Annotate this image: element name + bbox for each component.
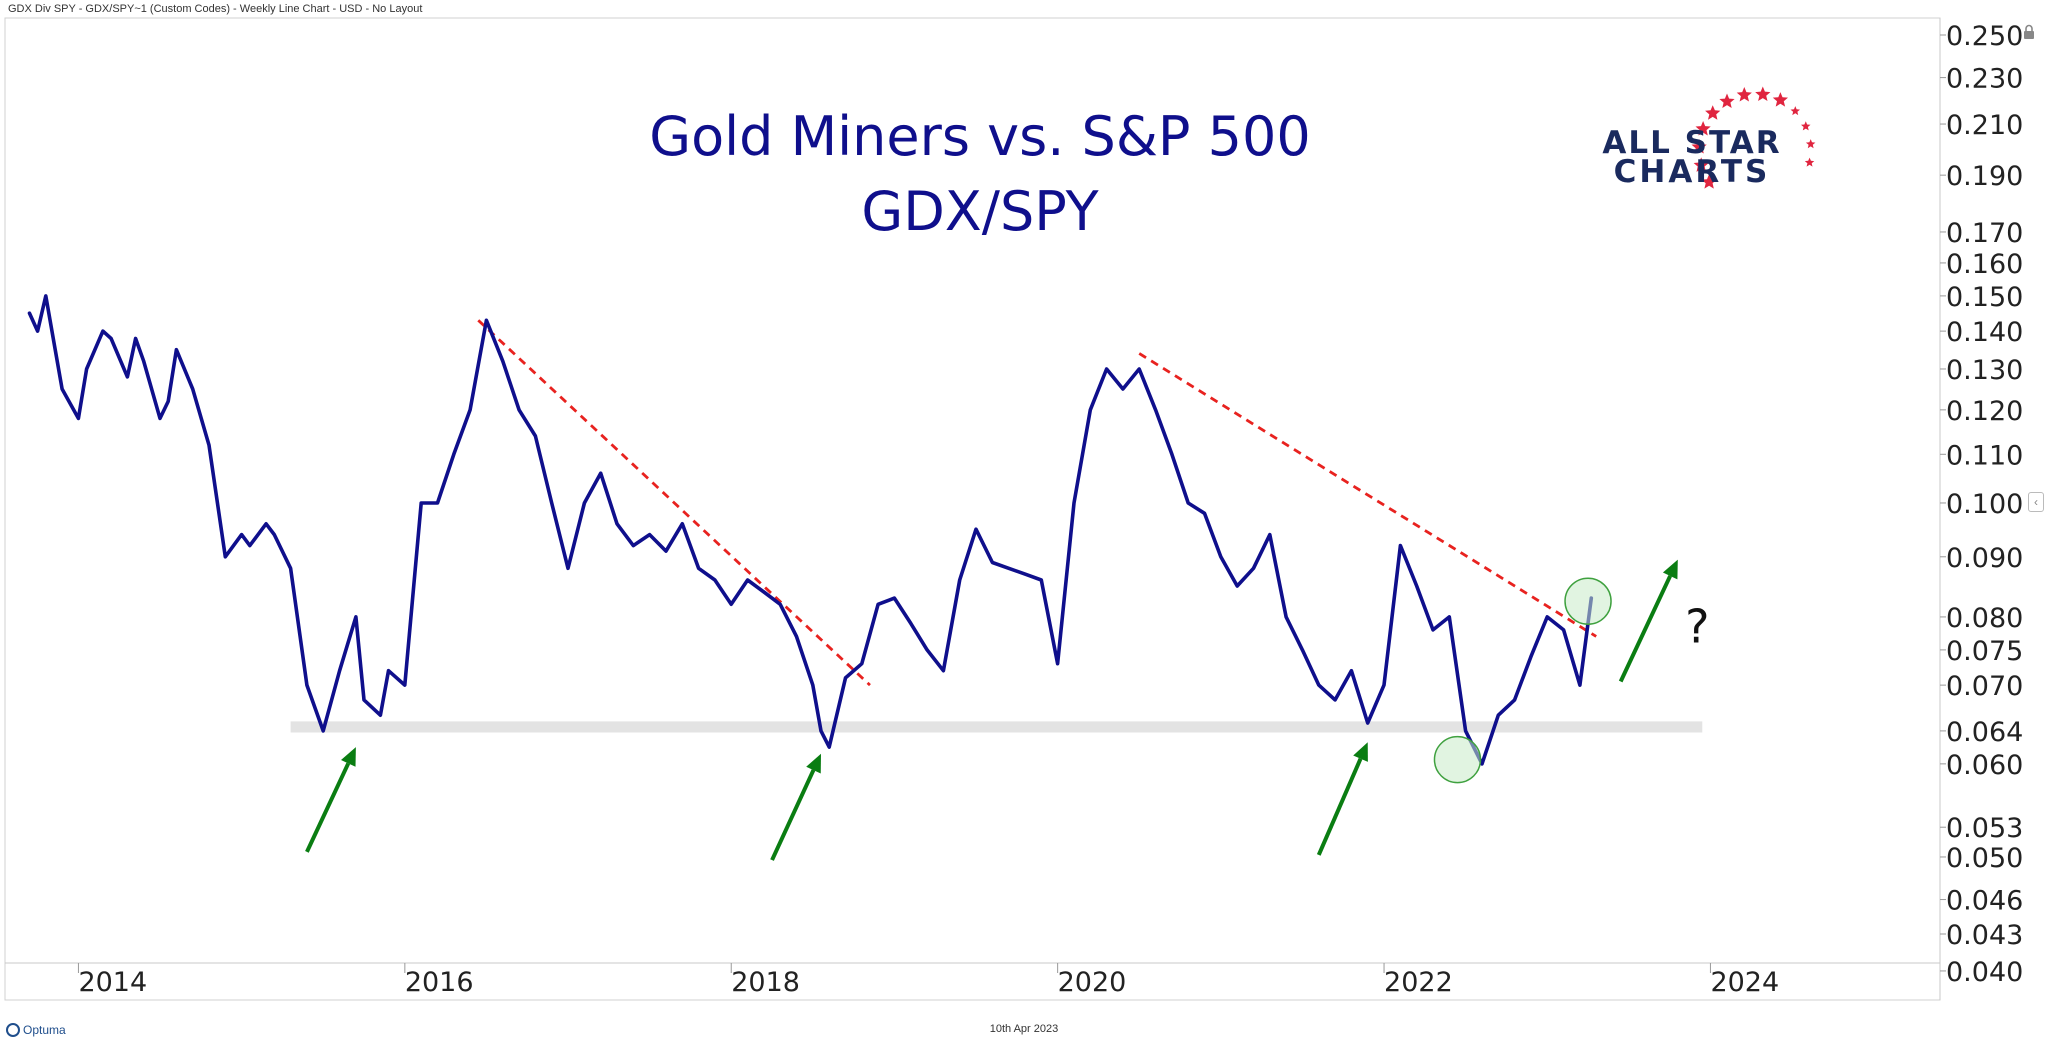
x-tick-label: 2016	[405, 967, 474, 998]
arrow-layer	[305, 559, 1678, 861]
logo-star	[1755, 86, 1771, 101]
y-tick-label: 0.210	[1946, 110, 2023, 141]
y-tick-label: 0.050	[1946, 843, 2023, 874]
y-tick-label: 0.110	[1946, 440, 2023, 471]
series-line	[27, 294, 1594, 766]
green-arrow-1	[305, 747, 356, 853]
all-star-charts-logo: ALL STAR CHARTS	[1602, 86, 1816, 190]
y-tick-label: 0.040	[1946, 957, 2023, 988]
green-arrow-2	[770, 753, 821, 861]
y-tick-label: 0.053	[1946, 813, 2023, 844]
logo-star	[1691, 139, 1707, 154]
logo-line2: CHARTS	[1614, 154, 1771, 190]
logo-star-arc	[1691, 86, 1816, 189]
green-arrow-4	[1618, 559, 1678, 683]
logo-star	[1693, 157, 1709, 172]
footer-date: 10th Apr 2023	[989, 1023, 1059, 1035]
circle-layer	[1433, 577, 1612, 784]
x-tick-label: 2014	[78, 967, 147, 998]
optuma-mark-icon	[6, 1023, 20, 1037]
logo-star	[1701, 174, 1717, 189]
y-tick-label: 0.250	[1946, 21, 2023, 52]
y-tick-label: 0.150	[1946, 282, 2023, 313]
optuma-brand: Optuma	[23, 1023, 66, 1037]
logo-star	[1805, 139, 1816, 149]
y-tick-label: 0.080	[1946, 603, 2023, 634]
chart-subtitle: GDX/SPY	[861, 180, 1099, 243]
logo-star	[1790, 106, 1800, 116]
y-tick-label: 0.090	[1946, 543, 2023, 574]
y-tick-label: 0.140	[1946, 317, 2023, 348]
logo-star	[1804, 157, 1815, 167]
chart-title: Gold Miners vs. S&P 500	[649, 105, 1310, 168]
trendline-1	[477, 319, 871, 687]
y-tick-label: 0.160	[1946, 249, 2023, 280]
trendline-layer	[477, 319, 1597, 687]
logo-star	[1695, 121, 1711, 136]
logo-star	[1719, 93, 1735, 108]
logo-star	[1736, 87, 1752, 102]
logo-star	[1772, 92, 1788, 107]
logo-star	[1801, 121, 1811, 131]
y-tick-label: 0.064	[1946, 717, 2023, 748]
y-tick-label: 0.046	[1946, 886, 2023, 917]
y-tick-label: 0.170	[1946, 218, 2023, 249]
x-tick-label: 2020	[1058, 967, 1127, 998]
series-layer	[27, 294, 1594, 766]
trendline-2	[1138, 352, 1597, 638]
question-mark-annotation: ?	[1685, 600, 1709, 654]
y-tick-label: 0.230	[1946, 64, 2023, 95]
y-tick-label: 0.070	[1946, 671, 2023, 702]
y-tick-label: 0.060	[1946, 750, 2023, 781]
lock-icon[interactable]	[2022, 24, 2036, 40]
green-arrow-3	[1316, 742, 1368, 856]
y-tick-label: 0.075	[1946, 636, 2023, 667]
x-tick-label: 2024	[1710, 967, 1779, 998]
y-tick-label: 0.043	[1946, 920, 2023, 951]
logo-line1: ALL STAR	[1602, 125, 1781, 161]
y-tick-label: 0.130	[1946, 355, 2023, 386]
highlight-circle-1	[1433, 735, 1482, 784]
y-tick-label: 0.120	[1946, 396, 2023, 427]
y-tick-label: 0.100	[1946, 489, 2023, 520]
x-tick-label: 2022	[1384, 967, 1453, 998]
y-tick-label: 0.190	[1946, 161, 2023, 192]
support-zone-band	[290, 721, 1703, 733]
chevron-left-icon[interactable]: ‹	[2028, 492, 2044, 512]
logo-star	[1705, 105, 1721, 120]
x-tick-label: 2018	[731, 967, 800, 998]
highlight-circle-2	[1564, 577, 1612, 625]
optuma-logo: Optuma	[6, 1023, 66, 1037]
x-axis-ticks: 2014 2016 2018 2020 2022 2024	[77, 963, 1779, 998]
support-zone-layer	[290, 721, 1703, 733]
chart-descriptor: GDX Div SPY - GDX/SPY~1 (Custom Codes) -…	[8, 3, 423, 15]
